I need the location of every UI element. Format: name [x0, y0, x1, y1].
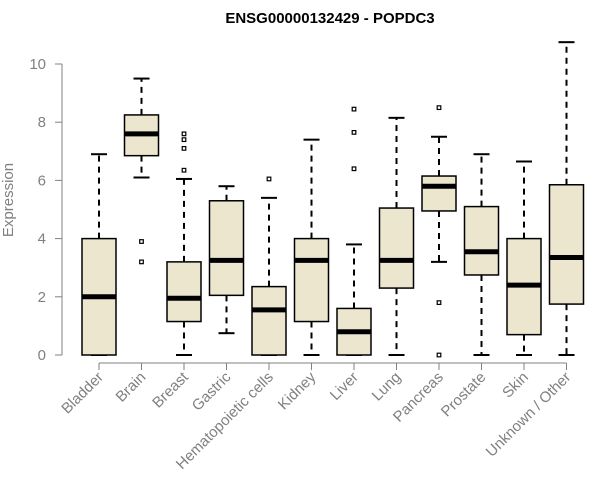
y-tick-label: 8	[38, 114, 46, 131]
box-liver	[336, 106, 372, 356]
box-skin	[506, 160, 542, 356]
box-rect	[421, 175, 457, 212]
box-bladder	[81, 153, 117, 356]
box-rect	[166, 261, 202, 323]
box-rect	[293, 237, 330, 323]
box-rect	[251, 285, 287, 356]
box-rect	[463, 205, 500, 276]
box-rect	[548, 184, 585, 305]
y-tick-label: 0	[38, 347, 46, 364]
outlier-point	[181, 145, 187, 151]
x-tick-label: Prostate	[438, 369, 490, 421]
outlier-point	[351, 166, 357, 172]
x-tick-label: Breast	[149, 368, 192, 411]
outlier-point	[351, 129, 357, 135]
outlier-point	[181, 137, 187, 143]
box-prostate	[463, 153, 500, 356]
outlier-point	[351, 106, 357, 112]
y-tick-label: 10	[29, 56, 46, 73]
box-rect	[378, 207, 415, 289]
box-pancreas	[421, 105, 457, 358]
outlier-point	[181, 167, 187, 173]
x-tick-label: Bladder	[58, 369, 107, 418]
outlier-point	[436, 105, 442, 111]
y-axis-label: Expression	[0, 163, 17, 237]
outlier-point	[181, 131, 187, 137]
outlier-point	[139, 239, 144, 244]
box-breast	[166, 131, 202, 356]
box-gastric	[208, 185, 245, 335]
box-lung	[378, 116, 415, 356]
x-tick-label: Skin	[499, 369, 532, 402]
box-rect	[208, 200, 245, 297]
box-hematopoietic-cells	[251, 176, 287, 356]
outlier-point	[436, 352, 442, 358]
box-unknown-other	[548, 41, 585, 356]
box-brain	[123, 77, 160, 265]
box-kidney	[293, 138, 330, 356]
outlier-point	[266, 176, 272, 182]
boxes-group	[81, 41, 585, 358]
outlier-point	[436, 300, 442, 306]
x-tick-label: Liver	[327, 369, 362, 404]
chart-title: ENSG00000132429 - POPDC3	[225, 10, 434, 27]
y-tick-label: 2	[38, 289, 46, 306]
y-tick-label: 4	[38, 231, 46, 248]
x-tick-label: Kidney	[275, 368, 320, 413]
x-tick-label: Brain	[113, 369, 150, 406]
outlier-point	[139, 259, 144, 265]
y-tick-label: 6	[38, 172, 46, 189]
y-axis: 0 2 4 6 8 10	[29, 56, 63, 364]
x-tick-label: Lung	[369, 369, 405, 405]
